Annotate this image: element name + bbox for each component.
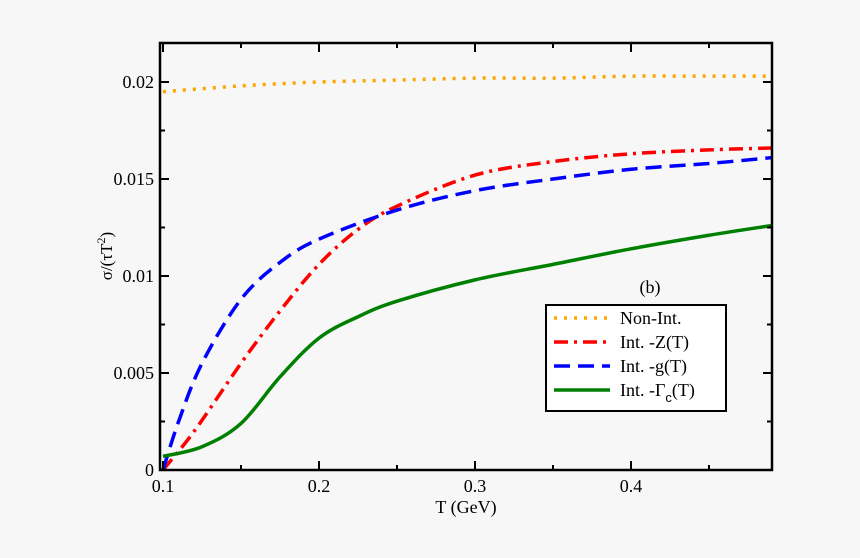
series-line-0 [162, 74, 772, 94]
legend-label: Int. -Z(T) [620, 332, 689, 353]
axis-ticks: 0.1 0.2 0.3 0.4 0 0.005 0.01 0.015 0.02 [114, 43, 772, 496]
legend-box [545, 304, 727, 412]
series-line-2 [161, 155, 772, 471]
y-tick-label: 0.015 [114, 169, 155, 189]
y-tick-label: 0.02 [123, 72, 155, 92]
x-tick-label: 0.1 [152, 476, 175, 496]
x-tick-label: 0.2 [308, 476, 331, 496]
panel-label: (b) [640, 277, 661, 298]
y-tick-label: 0.01 [123, 266, 155, 286]
series-layer [161, 74, 772, 472]
series-line-3 [162, 223, 772, 459]
plot-frame [158, 41, 774, 472]
legend-label: Non-Int. [620, 308, 682, 328]
series-line-1 [161, 146, 772, 472]
y-axis-label: σ/(τT2) [94, 232, 116, 280]
y-tick-label: 0.005 [114, 363, 155, 383]
legend: Non-Int.Int. -Z(T)Int. -g(T)Int. -Γc(T) [545, 304, 727, 412]
x-axis-label: T (GeV) [435, 497, 496, 518]
legend-label: Int. -g(T) [620, 356, 687, 377]
x-tick-label: 0.3 [464, 476, 487, 496]
y-tick-label: 0 [145, 460, 154, 480]
x-tick-label: 0.4 [620, 476, 643, 496]
